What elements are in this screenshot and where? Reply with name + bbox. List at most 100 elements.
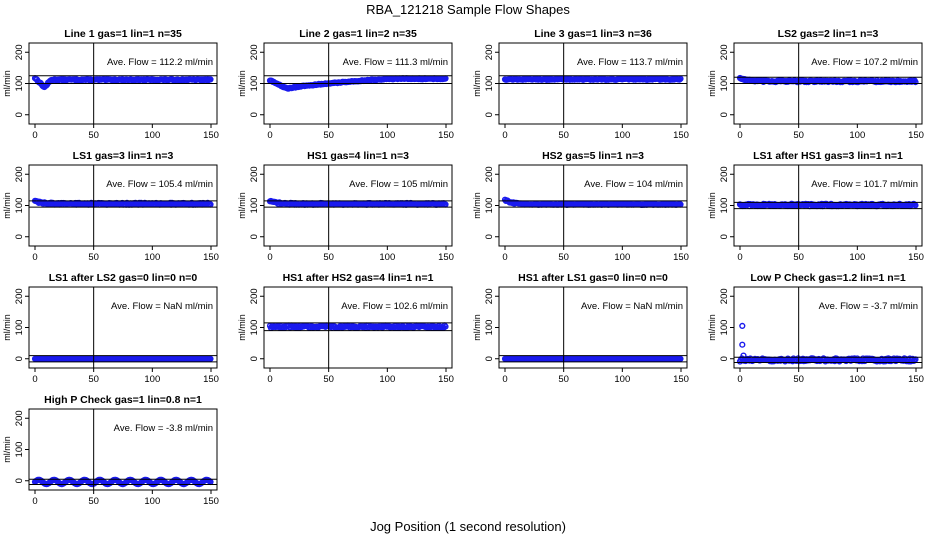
x-tick-label: 50 <box>793 130 804 141</box>
y-tick-label: 100 <box>14 76 25 92</box>
panel-4: LS2 gas=2 lin=1 n=3 0 50 100 150 0 100 200ml/mi… <box>707 28 924 141</box>
y-tick-label: 100 <box>14 442 25 458</box>
x-tick-label: 100 <box>614 374 630 385</box>
data-point <box>677 355 684 362</box>
data-point <box>912 78 919 86</box>
y-tick-label: 200 <box>14 166 25 182</box>
x-tick-label: 150 <box>908 130 924 141</box>
y-axis-label: ml/min <box>237 314 247 341</box>
x-tick-label: 0 <box>502 374 507 385</box>
panel-title: HS1 gas=4 lin=1 n=3 <box>307 150 409 162</box>
average-flow-annotation: Ave. Flow = 111.3 ml/min <box>343 57 448 68</box>
panel-title: High P Check gas=1 lin=0.8 n=1 <box>44 394 202 406</box>
x-tick-label: 0 <box>32 252 37 263</box>
x-tick-label: 150 <box>908 374 924 385</box>
y-tick-label: 200 <box>249 44 260 60</box>
x-tick-label: 100 <box>144 252 160 263</box>
panel-7: HS2 gas=5 lin=1 n=3 0 50 100 150 0 100 200ml/mi… <box>472 150 689 263</box>
x-tick-label: 50 <box>558 130 569 141</box>
panel-title: HS2 gas=5 lin=1 n=3 <box>542 150 644 162</box>
panel-8: LS1 after HS1 gas=3 lin=1 n=1 0 50 100 150 0 1… <box>707 150 924 263</box>
y-tick-label: 100 <box>249 320 260 336</box>
y-tick-label: 0 <box>484 356 495 361</box>
data-point <box>442 323 449 330</box>
x-tick-label: 100 <box>379 130 395 141</box>
y-tick-label: 0 <box>484 234 495 239</box>
x-tick-label: 0 <box>32 130 37 141</box>
panel-title: Low P Check gas=1.2 lin=1 n=1 <box>750 272 905 284</box>
y-tick-label: 200 <box>484 44 495 60</box>
x-tick-label: 100 <box>849 252 865 263</box>
x-tick-label: 150 <box>203 130 219 141</box>
panel-title: HS1 after LS1 gas=0 lin=0 n=0 <box>518 272 668 284</box>
y-tick-label: 0 <box>719 112 730 117</box>
y-tick-label: 200 <box>719 44 730 60</box>
average-flow-annotation: Ave. Flow = 102.6 ml/min <box>341 301 448 312</box>
y-tick-label: 0 <box>14 356 25 361</box>
x-tick-label: 50 <box>88 252 99 263</box>
y-axis-label: ml/min <box>2 192 12 219</box>
y-tick-label: 200 <box>719 166 730 182</box>
panel-title: Line 2 gas=1 lin=2 n=35 <box>299 28 417 40</box>
x-tick-label: 100 <box>614 130 630 141</box>
y-tick-label: 200 <box>719 288 730 304</box>
y-tick-label: 100 <box>249 198 260 214</box>
y-tick-label: 0 <box>249 112 260 117</box>
data-point <box>207 76 214 83</box>
x-tick-label: 150 <box>438 252 454 263</box>
x-tick-label: 100 <box>144 496 160 507</box>
figure-title: RBA_121218 Sample Flow Shapes <box>366 2 570 17</box>
y-tick-label: 0 <box>249 234 260 239</box>
y-axis-label: ml/min <box>472 70 482 97</box>
x-tick-label: 0 <box>32 374 37 385</box>
y-axis-label: ml/min <box>2 314 12 341</box>
y-tick-label: 0 <box>249 356 260 361</box>
x-tick-label: 150 <box>673 252 689 263</box>
average-flow-annotation: Ave. Flow = 105.4 ml/min <box>106 179 213 190</box>
panel-title: LS1 after LS2 gas=0 lin=0 n=0 <box>49 272 198 284</box>
x-tick-label: 0 <box>32 496 37 507</box>
x-tick-label: 50 <box>558 374 569 385</box>
data-series <box>31 197 214 208</box>
data-point <box>676 76 683 83</box>
figure-xlabel: Jog Position (1 second resolution) <box>370 519 566 534</box>
x-tick-label: 0 <box>502 130 507 141</box>
average-flow-annotation: Ave. Flow = NaN ml/min <box>111 301 213 312</box>
panel-title: LS1 after HS1 gas=3 lin=1 n=1 <box>753 150 903 162</box>
panel-3: Line 3 gas=1 lin=3 n=36 0 50 100 150 0 100 200m… <box>472 28 689 141</box>
panel-13: High P Check gas=1 lin=0.8 n=1 0 50 100 150 0… <box>2 394 219 507</box>
x-tick-label: 0 <box>267 130 272 141</box>
panel-6: HS1 gas=4 lin=1 n=3 0 50 100 150 0 100 200ml/mi… <box>237 150 454 263</box>
panel-title: HS1 after HS2 gas=4 lin=1 n=1 <box>283 272 434 284</box>
average-flow-annotation: Ave. Flow = 105 ml/min <box>349 179 448 190</box>
x-tick-label: 0 <box>737 130 742 141</box>
x-tick-label: 50 <box>88 496 99 507</box>
x-tick-label: 50 <box>323 374 334 385</box>
average-flow-annotation: Ave. Flow = -3.8 ml/min <box>114 423 213 434</box>
y-tick-label: 100 <box>719 76 730 92</box>
x-tick-label: 50 <box>88 130 99 141</box>
panel-title: Line 3 gas=1 lin=3 n=36 <box>534 28 652 40</box>
average-flow-annotation: Ave. Flow = NaN ml/min <box>581 301 683 312</box>
y-tick-label: 100 <box>484 198 495 214</box>
y-axis-label: ml/min <box>707 192 717 219</box>
x-tick-label: 100 <box>379 252 395 263</box>
average-flow-annotation: Ave. Flow = -3.7 ml/min <box>819 301 918 312</box>
y-axis-label: ml/min <box>2 436 12 463</box>
x-tick-label: 150 <box>203 252 219 263</box>
data-point <box>740 352 747 359</box>
average-flow-annotation: Ave. Flow = 113.7 ml/min <box>577 57 683 68</box>
data-point <box>912 202 919 209</box>
panel-2: Line 2 gas=1 lin=2 n=35 0 50 100 150 0 100 200m… <box>237 28 454 141</box>
y-tick-label: 200 <box>484 288 495 304</box>
y-tick-label: 200 <box>14 44 25 60</box>
data-point <box>677 75 684 82</box>
y-tick-label: 100 <box>484 76 495 92</box>
x-tick-label: 50 <box>88 374 99 385</box>
average-flow-annotation: Ave. Flow = 101.7 ml/min <box>811 179 918 190</box>
y-tick-label: 100 <box>719 320 730 336</box>
y-tick-label: 100 <box>14 198 25 214</box>
x-tick-label: 50 <box>558 252 569 263</box>
x-tick-label: 150 <box>673 130 689 141</box>
